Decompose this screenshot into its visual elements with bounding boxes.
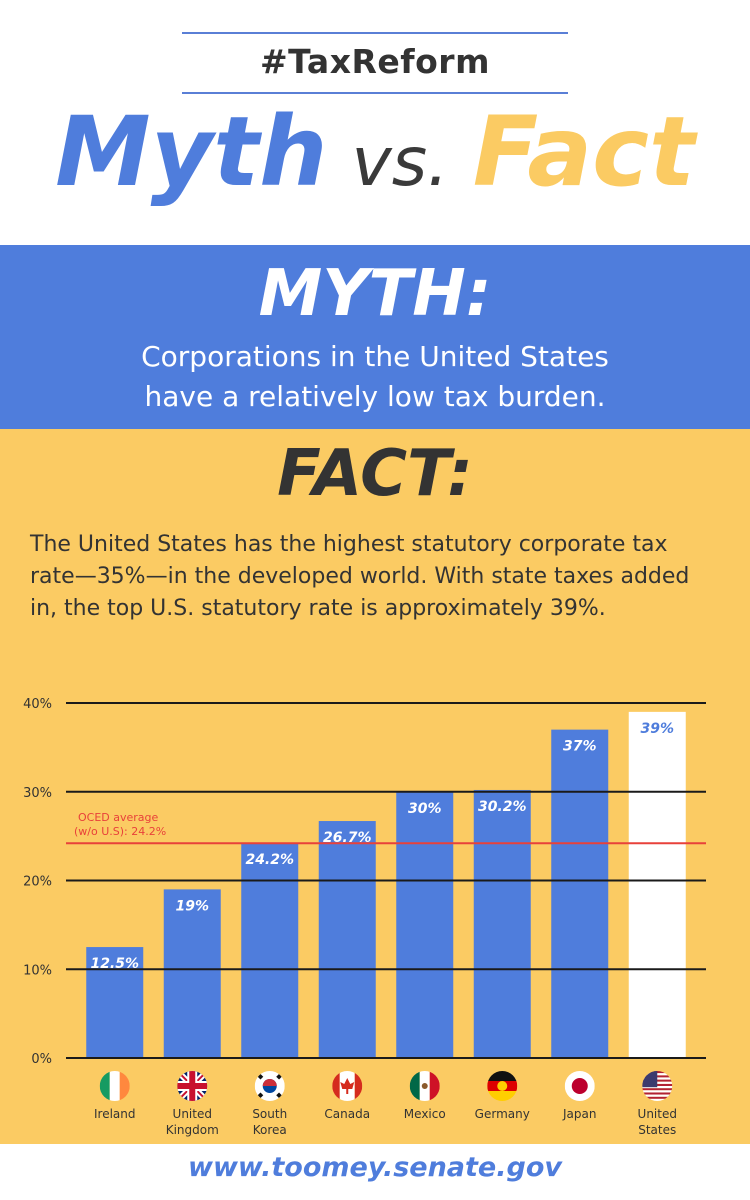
category-label-1-line2: Kingdom (166, 1123, 219, 1137)
data-label-1: 19% (175, 898, 209, 914)
bar-2 (241, 843, 299, 1058)
average-label-0: OCED average (78, 811, 159, 824)
data-label-2: 24.2% (245, 852, 294, 868)
title-vs: vs. (351, 123, 449, 202)
fact-section: FACT: The United States has the highest … (0, 429, 750, 1144)
y-tick-label-1: 10% (23, 963, 52, 978)
us-flag-icon (642, 1071, 673, 1101)
footer: www.toomey.senate.gov (0, 1144, 750, 1200)
category-label-5: Germany (475, 1107, 530, 1121)
header: #TaxReform Myth vs. Fact (0, 0, 750, 245)
myth-heading: MYTH: (258, 257, 492, 331)
fact-text: The United States has the highest statut… (30, 532, 690, 621)
top-rule (182, 32, 568, 34)
title-myth: Myth (55, 96, 328, 208)
category-label-3: Canada (324, 1107, 370, 1121)
y-tick-label-4: 40% (23, 697, 52, 712)
data-label-6: 37% (563, 739, 597, 755)
category-label-4: Mexico (404, 1107, 446, 1121)
bar-0 (86, 947, 144, 1058)
bar-6 (551, 729, 609, 1058)
bar-4 (396, 791, 454, 1058)
y-tick-label-3: 30% (23, 786, 52, 801)
myth-text: Corporations in the United States have a… (141, 340, 609, 413)
bottom-rule (182, 92, 568, 94)
data-label-3: 26.7% (323, 830, 372, 846)
category-label-7-line2: States (638, 1123, 676, 1137)
bar-3 (318, 821, 376, 1058)
footer-url[interactable]: www.toomey.senate.gov (188, 1152, 562, 1183)
category-label-2-line2: Korea (253, 1123, 287, 1137)
hashtag: #TaxReform (260, 42, 490, 81)
mexico-flag-icon (409, 1071, 440, 1101)
data-label-4: 30% (408, 801, 442, 817)
data-label-7: 39% (640, 721, 674, 737)
south-korea-flag-icon (254, 1071, 285, 1101)
canada-flag-icon (332, 1071, 363, 1101)
fact-heading: FACT: (277, 437, 473, 511)
tax-rate-chart: 12.5% 19% 24.2% 26.7% 30% 30.2% 37% 39% 0% 10% 20%… (23, 697, 706, 1137)
data-label-0: 12.5% (90, 956, 139, 972)
data-label-5: 30.2% (478, 799, 527, 815)
category-label-6: Japan (562, 1107, 596, 1121)
title-fact: Fact (472, 96, 695, 208)
category-label-0: Ireland (94, 1107, 136, 1121)
ireland-flag-icon (99, 1071, 130, 1101)
uk-flag-icon (177, 1071, 208, 1101)
bar-1 (163, 889, 221, 1058)
bar-7 (628, 711, 686, 1058)
page-title: Myth vs. Fact (0, 102, 750, 230)
category-label-7: United (638, 1107, 677, 1121)
germany-flag-icon (487, 1071, 518, 1101)
average-label-1: (w/o U.S): 24.2% (74, 825, 166, 838)
myth-section: MYTH: Corporations in the United States … (0, 245, 750, 429)
japan-flag-icon (564, 1071, 595, 1101)
y-tick-label-0: 0% (31, 1052, 52, 1067)
category-label-1: United (173, 1107, 212, 1121)
category-label-2: South (252, 1107, 287, 1121)
bar-5 (473, 789, 531, 1058)
y-tick-label-2: 20% (23, 875, 52, 890)
